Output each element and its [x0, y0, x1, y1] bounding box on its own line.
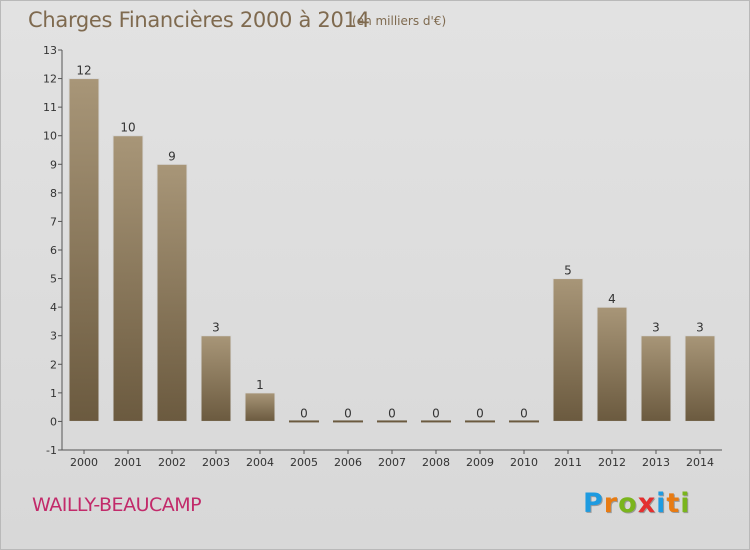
proxiti-logo: Proxiti — [583, 488, 691, 519]
place-name: WAILLY-BEAUCAMP — [32, 494, 202, 516]
x-tick-label: 2006 — [334, 456, 362, 469]
y-tick-label: 10 — [43, 130, 57, 143]
data-label: 3 — [696, 321, 704, 335]
data-label: 0 — [300, 406, 308, 420]
x-tick-label: 2000 — [70, 456, 98, 469]
data-label: 0 — [432, 406, 440, 420]
bar — [596, 306, 628, 422]
data-label: 1 — [256, 378, 264, 392]
chart-bars — [68, 78, 716, 423]
y-tick-label: 5 — [50, 273, 57, 286]
bar — [112, 135, 144, 422]
x-tick-label: 2004 — [246, 456, 274, 469]
y-tick-label: 2 — [50, 358, 57, 371]
logo-letter: P — [583, 488, 604, 519]
x-tick-label: 2002 — [158, 456, 186, 469]
bar — [640, 335, 672, 422]
data-label: 9 — [168, 149, 176, 163]
y-tick-label: 8 — [50, 187, 57, 200]
x-tick-label: 2003 — [202, 456, 230, 469]
data-label: 10 — [120, 121, 135, 135]
x-tick-label: 2007 — [378, 456, 406, 469]
bar — [509, 420, 539, 423]
data-label: 4 — [608, 292, 616, 306]
bar — [156, 163, 188, 422]
y-tick-label: 11 — [43, 101, 57, 114]
bar — [552, 278, 584, 422]
x-tick-label: 2009 — [466, 456, 494, 469]
data-label: 3 — [212, 321, 220, 335]
x-tick-label: 2013 — [642, 456, 670, 469]
chart-title: Charges Financières 2000 à 2014 — [28, 8, 370, 32]
logo-letter: i — [656, 488, 667, 519]
y-tick-label: 1 — [50, 387, 57, 400]
y-tick-label: 0 — [50, 415, 57, 428]
y-tick-label: 13 — [43, 44, 57, 57]
bar — [465, 420, 495, 423]
logo-letter: i — [680, 488, 691, 519]
data-label: 0 — [520, 406, 528, 420]
data-label: 0 — [388, 406, 396, 420]
logo-letter: x — [637, 488, 657, 519]
bar — [333, 420, 363, 423]
x-tick-label: 2011 — [554, 456, 582, 469]
x-tick-label: 2014 — [686, 456, 714, 469]
bar — [289, 420, 319, 423]
data-label: 3 — [652, 321, 660, 335]
bar — [421, 420, 451, 423]
x-tick-label: 2005 — [290, 456, 318, 469]
y-tick-label: 3 — [50, 330, 57, 343]
logo-letter: o — [618, 488, 638, 519]
y-tick-label: 6 — [50, 244, 57, 257]
data-label: 5 — [564, 264, 572, 278]
x-tick-label: 2001 — [114, 456, 142, 469]
x-tick-label: 2008 — [422, 456, 450, 469]
bar — [68, 78, 100, 422]
bar — [244, 392, 276, 422]
logo-letter: t — [666, 488, 681, 519]
logo-letter: r — [603, 488, 619, 519]
bar — [684, 335, 716, 422]
chart-subtitle: (en milliers d'€) — [352, 14, 447, 28]
data-label: 0 — [344, 406, 352, 420]
bar — [200, 335, 232, 422]
data-label: 12 — [76, 64, 91, 78]
x-tick-label: 2012 — [598, 456, 626, 469]
y-tick-label: 9 — [50, 158, 57, 171]
x-tick-label: 2010 — [510, 456, 538, 469]
data-label: 0 — [476, 406, 484, 420]
bar — [377, 420, 407, 423]
y-tick-label: 4 — [50, 301, 57, 314]
y-tick-label: -1 — [46, 444, 57, 457]
y-tick-label: 12 — [43, 73, 57, 86]
y-tick-label: 7 — [50, 215, 57, 228]
